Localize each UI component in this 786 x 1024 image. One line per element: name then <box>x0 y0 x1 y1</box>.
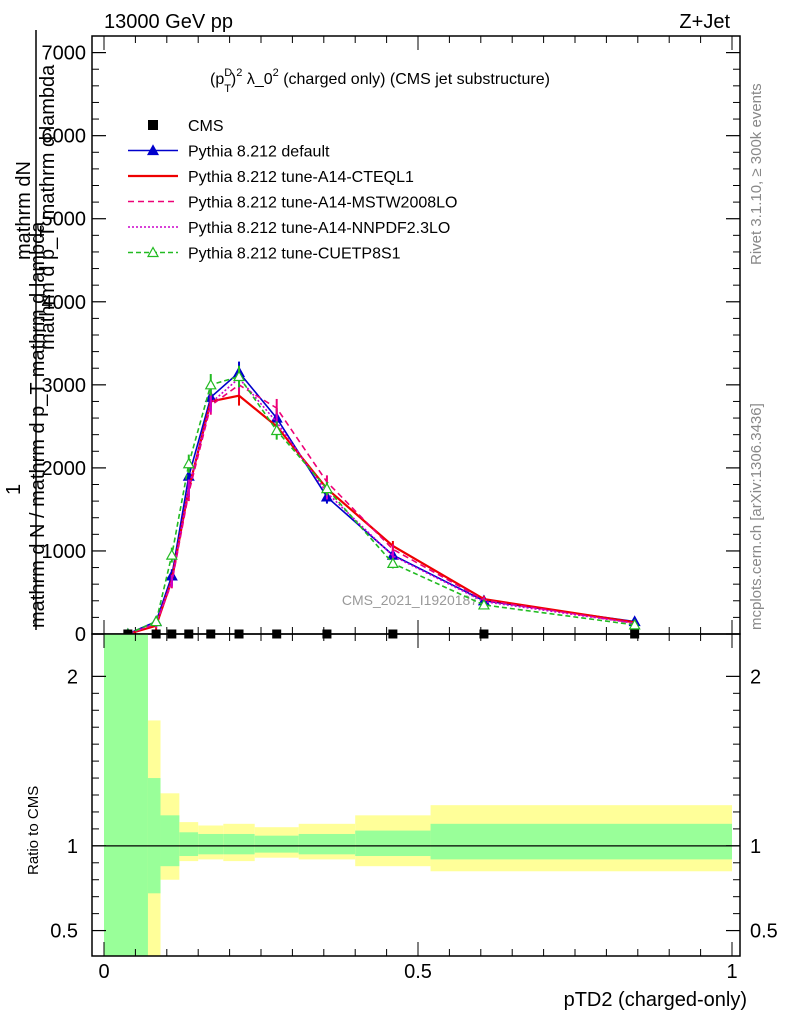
ratio-x-tick-label: 0 <box>98 961 109 983</box>
ratio-plot-frame <box>91 633 741 957</box>
legend-item-2: Pythia 8.212 tune-A14-MSTW2008LO <box>128 195 457 212</box>
main-y-tick-label: 5000 <box>42 209 87 231</box>
series-marker <box>150 615 163 627</box>
ratio-plot: 0.5 0.51 12 2 0 0.5 1 Ratio to CMS pTD2 (char… <box>25 633 778 1011</box>
ratio-y-tick-label: 0.5 <box>50 921 78 943</box>
ratio-y-tick-label-right: 2 <box>750 666 761 688</box>
ratio-band-green <box>298 833 356 855</box>
ratio-band-green <box>223 833 255 855</box>
chart-title: (pD T)2 λ_02 (charged only) (CMS jet subs… <box>210 67 550 95</box>
series-marker <box>204 378 217 390</box>
y-label-denominator-a: mathrm d p_T mathrm d lambda <box>37 64 59 350</box>
series-line <box>127 377 635 635</box>
legend: CMS Pythia 8.212 default Pythia 8.212 tune… <box>128 118 457 263</box>
ratio-band-green <box>160 815 180 867</box>
main-y-tick-label: 0 <box>75 624 86 646</box>
main-y-tick-label: 6000 <box>42 126 87 148</box>
ratio-x-tick-label: 1 <box>726 961 737 983</box>
legend-item-0: Pythia 8.212 default <box>128 144 330 161</box>
series-4 <box>121 365 641 639</box>
main-y-tick-label: 4000 <box>42 292 87 314</box>
ratio-y-label: Ratio to CMS <box>25 786 42 875</box>
ratio-x-ticks: 0 0.5 1 <box>98 634 738 983</box>
legend-item-4: Pythia 8.212 tune-CUETP8S1 <box>128 246 401 263</box>
ratio-band-green <box>147 778 161 894</box>
energy-label: 13000 GeV pp <box>104 11 233 33</box>
main-y-tick-label: 2000 <box>42 458 87 480</box>
series-marker <box>320 482 333 494</box>
series-marker <box>386 557 399 569</box>
ratio-band-green <box>430 823 732 860</box>
ratio-y-tick-label: 2 <box>67 666 78 688</box>
main-y-ticks: 0 1000 2000 3000 4000 5000 6000 7000 <box>42 43 740 646</box>
main-plot: 0 1000 2000 3000 4000 5000 6000 7000 CMS_2021_I… <box>42 35 741 646</box>
series-line <box>127 375 635 635</box>
legend-item-3: Pythia 8.212 tune-A14-NNPDF2.3LO <box>128 220 450 237</box>
legend-cms-marker <box>148 120 158 130</box>
legend-label: Pythia 8.212 tune-A14-CTEQL1 <box>188 169 414 186</box>
series-marker <box>628 618 641 630</box>
ratio-band-green <box>254 835 299 853</box>
legend-marker <box>146 246 160 258</box>
legend-item-1: Pythia 8.212 tune-A14-CTEQL1 <box>128 169 414 186</box>
mcplots-label: mcplots.cern.ch [arXiv:1306.3436] <box>748 403 765 630</box>
watermark: CMS_2021_I1920187 <box>342 592 478 608</box>
ratio-x-tick-label: 0.5 <box>404 961 432 983</box>
y-label-one: 1 <box>3 484 25 495</box>
y-label-numerator: mathrm dN <box>13 161 35 260</box>
ratio-band-green <box>179 832 199 857</box>
legend-label: Pythia 8.212 tune-A14-MSTW2008LO <box>188 195 457 212</box>
legend-label: CMS <box>188 118 224 135</box>
ratio-band-green <box>355 830 431 857</box>
process-label: Z+Jet <box>679 11 730 33</box>
legend-label: Pythia 8.212 tune-CUETP8S1 <box>188 246 401 263</box>
series-marker <box>477 598 490 610</box>
ratio-band-green <box>198 833 224 855</box>
series-marker <box>233 370 246 382</box>
x-axis-label: pTD2 (charged-only) <box>564 989 747 1011</box>
main-y-tick-label: 3000 <box>42 375 87 397</box>
legend-label: Pythia 8.212 tune-A14-NNPDF2.3LO <box>188 220 450 237</box>
main-series <box>121 361 641 639</box>
series-marker <box>165 548 178 560</box>
series-marker <box>270 424 283 436</box>
ratio-y-tick-label-right: 1 <box>750 836 761 858</box>
series-marker <box>182 457 195 469</box>
legend-item-cms: CMS <box>148 118 224 135</box>
ratio-y-tick-label: 1 <box>67 836 78 858</box>
y-label-denominator-b: mathrm d N / mathrm d p_T mathrm d lambd… <box>27 221 49 628</box>
ratio-y-ticks: 0.5 0.5 1 1 2 2 <box>50 666 778 942</box>
ratio-bands <box>104 634 732 956</box>
main-y-tick-label: 7000 <box>42 43 87 65</box>
ratio-y-tick-label-right: 0.5 <box>750 921 778 943</box>
main-y-tick-label: 1000 <box>42 541 87 563</box>
ratio-band-green <box>104 634 148 956</box>
legend-marker <box>146 144 160 156</box>
legend-label: Pythia 8.212 default <box>188 144 330 161</box>
main-y-label: 1 mathrm dN mathrm d p_T mathrm d lambda… <box>3 30 59 630</box>
rivet-label: Rivet 3.1.10, ≥ 300k events <box>748 83 765 265</box>
